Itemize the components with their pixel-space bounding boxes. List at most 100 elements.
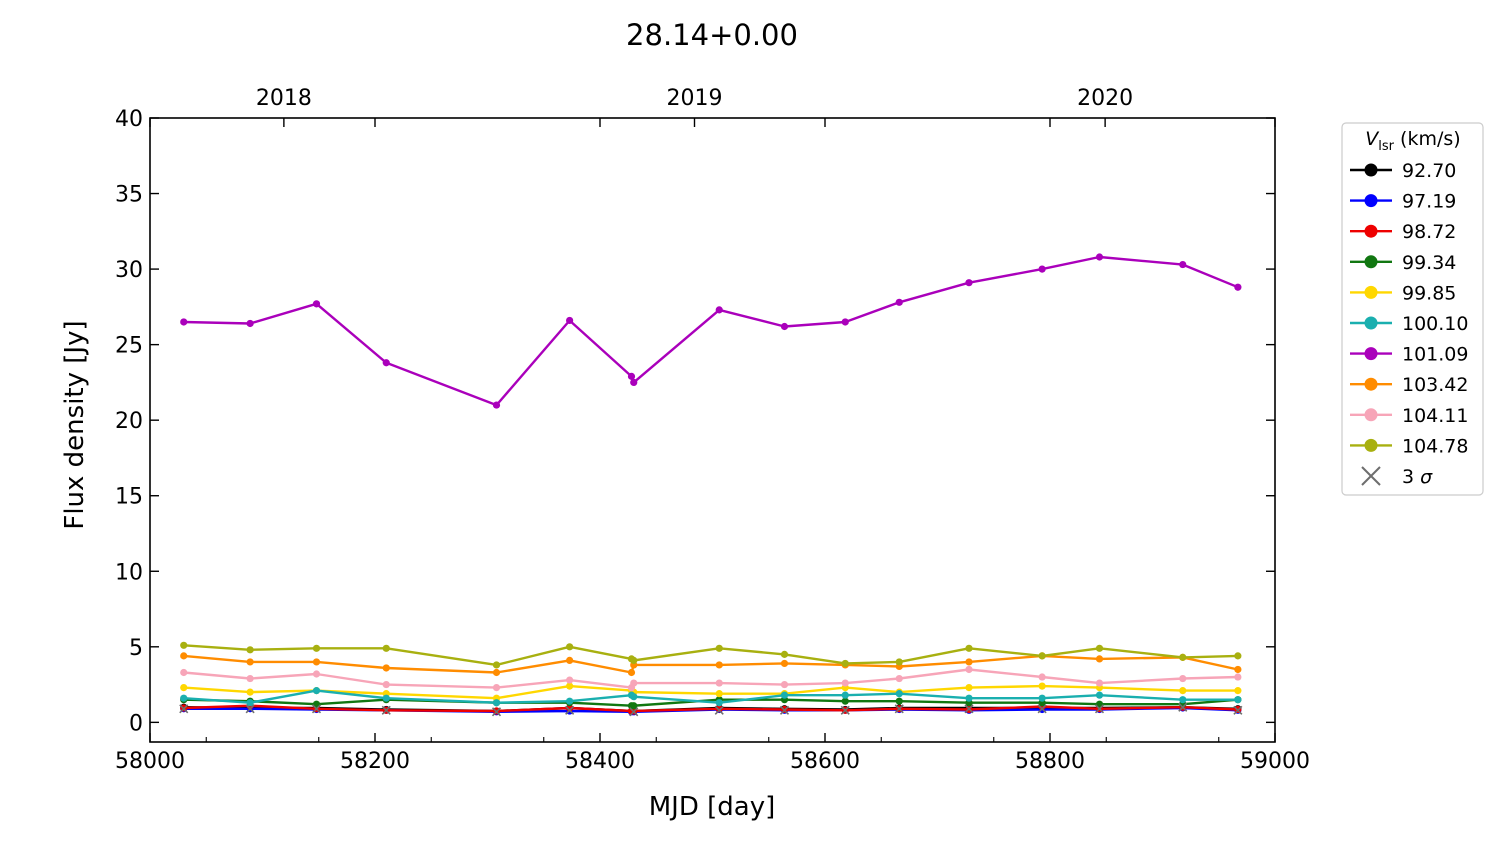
- data-point-104.78: [1179, 653, 1187, 661]
- legend-label: 103.42: [1402, 374, 1468, 396]
- data-point-100.10: [312, 687, 321, 695]
- sigma-marker-stroke: [840, 705, 850, 715]
- data-point-100.10: [1234, 696, 1242, 704]
- data-point-99.85: [246, 688, 254, 696]
- x-tick-label: 58200: [340, 749, 410, 774]
- data-point-104.78: [246, 646, 254, 654]
- x-axis-label: MJD [day]: [649, 792, 776, 822]
- sigma-marker: [894, 704, 904, 714]
- series-lines: [180, 253, 1242, 716]
- data-point-99.85: [180, 684, 188, 692]
- sigma-marker-stroke: [714, 705, 724, 715]
- data-point-104.78: [780, 650, 789, 658]
- legend-label: 104.11: [1402, 405, 1468, 427]
- series-line-104.11: [183, 668, 1238, 689]
- data-point-104.78: [382, 644, 390, 652]
- data-point-100.10: [715, 699, 723, 707]
- legend-label: 97.19: [1402, 191, 1456, 213]
- data-point-104.11: [312, 670, 321, 678]
- x-tick-label: 59000: [1240, 749, 1310, 774]
- data-point-100.10: [246, 699, 254, 707]
- legend-entry-104.78: 104.78: [1350, 435, 1468, 457]
- data-point-103.42: [246, 658, 254, 666]
- chart-title: 28.14+0.00: [626, 18, 798, 52]
- legend-entry-92.70: 92.70: [1350, 160, 1456, 182]
- plot-frame: [149, 117, 1276, 743]
- legend-marker: [1364, 285, 1378, 299]
- data-point-104.11: [780, 680, 789, 689]
- legend-label: 99.85: [1402, 282, 1456, 304]
- sigma-marker: [179, 704, 189, 714]
- data-point-100.10: [895, 690, 903, 698]
- legend-marker: [1364, 438, 1378, 452]
- sigma-marker-stroke: [629, 707, 639, 717]
- data-point-101.09: [715, 306, 723, 314]
- legend-entry-100.10: 100.10: [1350, 313, 1468, 335]
- data-point-103.42: [382, 664, 390, 672]
- data-point-101.09: [180, 318, 188, 326]
- data-point-100.10: [382, 694, 390, 702]
- data-point-103.42: [566, 656, 574, 665]
- sigma-marker: [1037, 704, 1047, 714]
- data-point-99.34: [630, 702, 638, 710]
- data-point-104.78: [895, 658, 903, 666]
- data-point-104.11: [841, 679, 849, 687]
- data-point-104.11: [1095, 679, 1104, 687]
- data-point-104.78: [1038, 652, 1046, 660]
- series-line-101.09: [183, 255, 1239, 407]
- data-point-98.72: [566, 704, 574, 712]
- data-point-100.10: [180, 694, 188, 702]
- legend-marker: [1364, 408, 1378, 422]
- data-point-104.78: [312, 644, 321, 652]
- data-point-101.09: [841, 318, 849, 326]
- legend-sigma-number: 3: [1402, 466, 1420, 488]
- sigma-marker-stroke: [1233, 705, 1243, 715]
- legend-label-3-sigma: 3 σ: [1402, 466, 1433, 488]
- legend-marker: [1364, 377, 1378, 391]
- legend-title-symbol: V: [1365, 128, 1380, 150]
- sigma-marker: [1233, 705, 1243, 715]
- data-point-104.78: [841, 659, 849, 668]
- data-point-103.42: [780, 659, 789, 668]
- data-point-101.09: [1095, 253, 1104, 261]
- data-point-99.85: [566, 682, 574, 690]
- legend-sigma-marker: [1361, 466, 1381, 486]
- legend-marker: [1364, 194, 1378, 208]
- y-tick-label: 15: [115, 485, 143, 510]
- top-axis-year-label: 2018: [256, 86, 312, 111]
- legend-entry-101.09: 101.09: [1350, 344, 1468, 366]
- data-point-104.78: [180, 641, 188, 649]
- sigma-marker-stroke: [381, 705, 391, 715]
- legend-marker: [1364, 163, 1378, 177]
- top-axis-year-labels: 2018 2019 2020: [256, 86, 1133, 127]
- series-line-104.78: [183, 644, 1238, 667]
- legend-label: 92.70: [1402, 160, 1456, 182]
- sigma-marker-stroke: [1094, 704, 1105, 714]
- sigma-marker: [714, 705, 724, 715]
- sigma-marker: [1094, 704, 1105, 714]
- sigma-marker-stroke: [1037, 704, 1047, 714]
- top-axis-year-label: 2020: [1077, 86, 1133, 111]
- data-point-104.78: [1095, 644, 1104, 652]
- y-tick-label: 20: [115, 409, 143, 434]
- data-point-103.42: [180, 652, 188, 660]
- y-tick-label: 40: [115, 107, 143, 132]
- data-point-104.11: [492, 684, 501, 692]
- legend-label: 104.78: [1402, 435, 1468, 457]
- series-line-103.42: [183, 654, 1239, 674]
- sigma-marker: [629, 707, 639, 717]
- data-point-103.42: [492, 668, 501, 677]
- legend-title: Vlsr (km/s): [1365, 128, 1460, 154]
- data-point-100.10: [566, 697, 574, 705]
- data-point-104.78: [492, 661, 501, 669]
- data-point-100.10: [1095, 691, 1104, 699]
- y-tick-label: 0: [129, 711, 143, 736]
- data-point-101.09: [895, 298, 903, 306]
- data-point-100.10: [630, 693, 638, 701]
- legend-marker: [1364, 316, 1378, 330]
- sigma-upper-limit-markers: [179, 702, 1243, 717]
- legend-entry-97.19: 97.19: [1350, 191, 1456, 213]
- data-point-101.09: [1038, 265, 1046, 273]
- data-point-104.11: [1179, 674, 1187, 683]
- sigma-marker: [840, 705, 850, 715]
